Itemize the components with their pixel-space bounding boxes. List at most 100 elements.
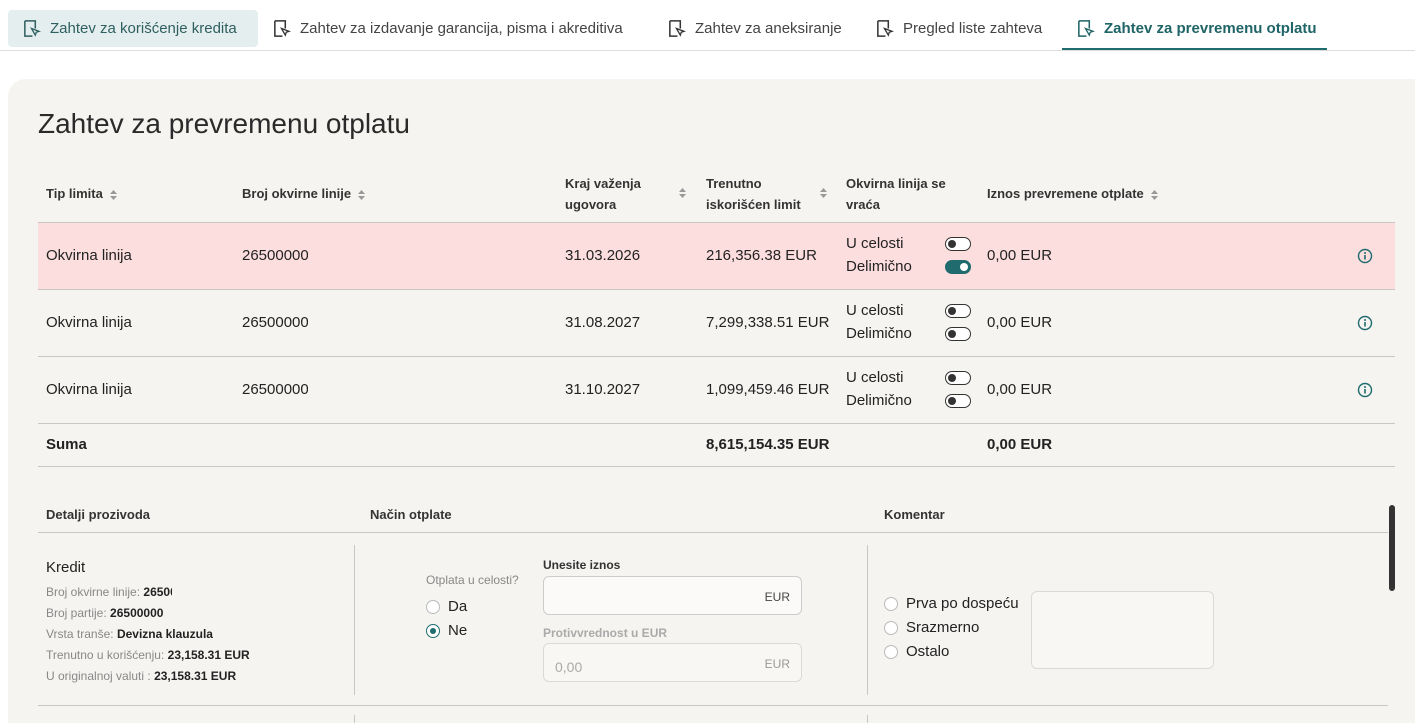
radio[interactable] [426, 624, 440, 638]
column-header[interactable]: Iznos prevremene otplate [987, 183, 1159, 204]
table-cell: 0,00 EUR [987, 314, 1053, 331]
toggle[interactable] [945, 260, 971, 274]
toggle-label: Delimično [846, 392, 912, 409]
tab-icon [274, 20, 291, 37]
field-label: Vrsta tranše: [46, 627, 114, 641]
row-divider [38, 222, 1395, 223]
toggle[interactable] [945, 327, 971, 341]
field-value: 23,158.31 EUR [154, 669, 237, 683]
tab[interactable]: Pregled liste zahteva [861, 10, 1061, 47]
tab[interactable]: Zahtev za aneksiranje [653, 10, 863, 47]
comment-input[interactable] [1031, 591, 1214, 669]
radio[interactable] [884, 597, 898, 611]
details-header: Komentar [884, 507, 945, 522]
tab[interactable]: Zahtev za prevremenu otplatu [1062, 10, 1327, 47]
table-cell: 26500000 [242, 381, 308, 398]
field-value: 26500000 [143, 585, 172, 599]
column-divider [354, 545, 355, 695]
table-cell: 0,00 EUR [987, 247, 1053, 264]
field-label: Broj partije: [46, 606, 107, 620]
row-divider [38, 289, 1395, 290]
counter-label: Protivvrednost u EUR [543, 626, 668, 640]
radio-label: Prva po dospeću [906, 595, 1019, 612]
radio[interactable] [426, 600, 440, 614]
product-field: Trenutno u korišćenju: 23,158.31 EUR [46, 645, 250, 666]
sort-icon[interactable] [357, 188, 366, 202]
header-label: Trenutno iskorišćen limit [706, 176, 801, 212]
toggle-label: U celosti [846, 369, 904, 386]
amount-currency: EUR [764, 590, 790, 604]
tab-label: Zahtev za izdavanje garancija, pisma i a… [300, 20, 623, 37]
tab[interactable]: Zahtev za izdavanje garancija, pisma i a… [258, 10, 658, 47]
amount-label: Unesite iznos [543, 558, 621, 572]
field-value: Devizna klauzula [116, 627, 213, 641]
sort-icon[interactable] [109, 188, 118, 202]
column-header[interactable]: Kraj važenja ugovora [565, 173, 650, 215]
sort-icon[interactable] [1150, 188, 1159, 202]
row-divider [38, 423, 1395, 424]
column-header[interactable]: Tip limita [46, 183, 118, 204]
tab-label: Zahtev za prevremenu otplatu [1104, 20, 1317, 37]
counter-currency: EUR [764, 657, 790, 671]
row-divider [38, 705, 1388, 706]
column-divider [354, 715, 355, 723]
toggle-label: U celosti [846, 302, 904, 319]
header-label: Tip limita [46, 186, 103, 201]
table-cell: 0,00 EUR [987, 381, 1053, 398]
info-icon[interactable] [1357, 382, 1373, 398]
counter-placeholder: 0,00 [555, 659, 583, 675]
counter-input: 0,00 EUR [543, 643, 802, 682]
table-cell: Okvirna linija [46, 381, 132, 398]
toggle-label: Delimično [846, 258, 912, 275]
tab[interactable]: Zahtev za korišćenje kredita [8, 10, 258, 47]
table-cell: 216,356.38 EUR [706, 247, 817, 264]
scrollbar[interactable] [1389, 505, 1395, 591]
field-label: Trenutno u korišćenju: [46, 648, 165, 662]
sort-icon[interactable] [678, 186, 687, 200]
radio[interactable] [884, 621, 898, 635]
row-divider [38, 532, 1388, 533]
field-label: U originalnoj valuti : [46, 669, 151, 683]
tab-icon [669, 20, 686, 37]
table-cell: Okvirna linija [46, 314, 132, 331]
product-name: Kredit [46, 559, 86, 576]
sort-icon[interactable] [819, 186, 828, 200]
amount-input[interactable]: EUR [543, 576, 802, 615]
sum-label: Suma [46, 436, 87, 453]
tab-label: Zahtev za korišćenje kredita [50, 20, 237, 37]
product-field: Broj okvirne linije: 26500000 [46, 582, 250, 603]
column-header[interactable]: Broj okvirne linije [242, 183, 366, 204]
row-divider [38, 356, 1395, 357]
radio[interactable] [884, 645, 898, 659]
row-highlight [38, 223, 1395, 289]
info-icon[interactable] [1357, 315, 1373, 331]
toggle[interactable] [945, 304, 971, 318]
radio-label: Da [448, 598, 468, 615]
toggle[interactable] [945, 237, 971, 251]
info-icon[interactable] [1357, 248, 1373, 264]
tab-underline [1062, 48, 1327, 50]
radio-label: Srazmerno [906, 619, 980, 636]
header-label: Kraj važenja ugovora [565, 176, 641, 212]
column-header[interactable]: Trenutno iskorišćen limit [706, 173, 806, 215]
toggle-label: U celosti [846, 235, 904, 252]
tab-icon [1078, 20, 1095, 37]
table-cell: 7,299,338.51 EUR [706, 314, 830, 331]
row-divider [38, 466, 1395, 467]
header-label: Okvirna linija se vraća [846, 176, 946, 212]
column-divider [867, 715, 868, 723]
table-cell: 26500000 [242, 314, 308, 331]
sum-amount: 0,00 EUR [987, 436, 1053, 453]
header-label: Broj okvirne linije [242, 186, 352, 201]
radio-label: Ne [448, 622, 468, 639]
table-cell: 31.08.2027 [565, 314, 641, 331]
column-divider [867, 545, 868, 695]
toggle[interactable] [945, 394, 971, 408]
radio-label: Ostalo [906, 643, 950, 660]
details-header: Način otplate [370, 507, 452, 522]
tab-icon [877, 20, 894, 37]
toggle[interactable] [945, 371, 971, 385]
tab-divider [0, 50, 1415, 51]
sum-limit: 8,615,154.35 EUR [706, 436, 830, 453]
